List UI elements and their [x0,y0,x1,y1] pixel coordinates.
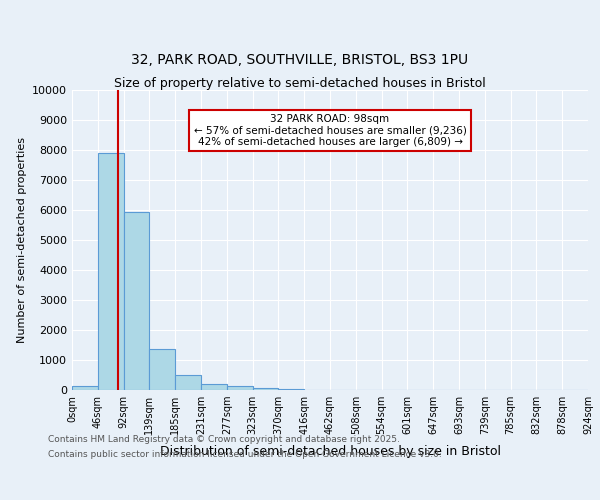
Text: Size of property relative to semi-detached houses in Bristol: Size of property relative to semi-detach… [114,78,486,90]
Bar [227,386,253,390]
Bar [124,212,149,390]
Text: Contains public sector information licensed under the Open Government Licence v3: Contains public sector information licen… [48,450,442,459]
Bar [98,153,124,390]
X-axis label: Distribution of semi-detached houses by size in Bristol: Distribution of semi-detached houses by … [160,446,500,458]
Bar [201,384,227,390]
Bar [175,375,201,390]
Text: Contains HM Land Registry data © Crown copyright and database right 2025.: Contains HM Land Registry data © Crown c… [48,435,400,444]
Bar [278,389,304,390]
Bar [253,388,278,390]
Y-axis label: Number of semi-detached properties: Number of semi-detached properties [17,137,26,343]
Text: 32, PARK ROAD, SOUTHVILLE, BRISTOL, BS3 1PU: 32, PARK ROAD, SOUTHVILLE, BRISTOL, BS3 … [131,54,469,68]
Bar [149,349,175,390]
Bar [72,386,98,390]
Text: 32 PARK ROAD: 98sqm
← 57% of semi-detached houses are smaller (9,236)
42% of sem: 32 PARK ROAD: 98sqm ← 57% of semi-detach… [194,114,466,147]
